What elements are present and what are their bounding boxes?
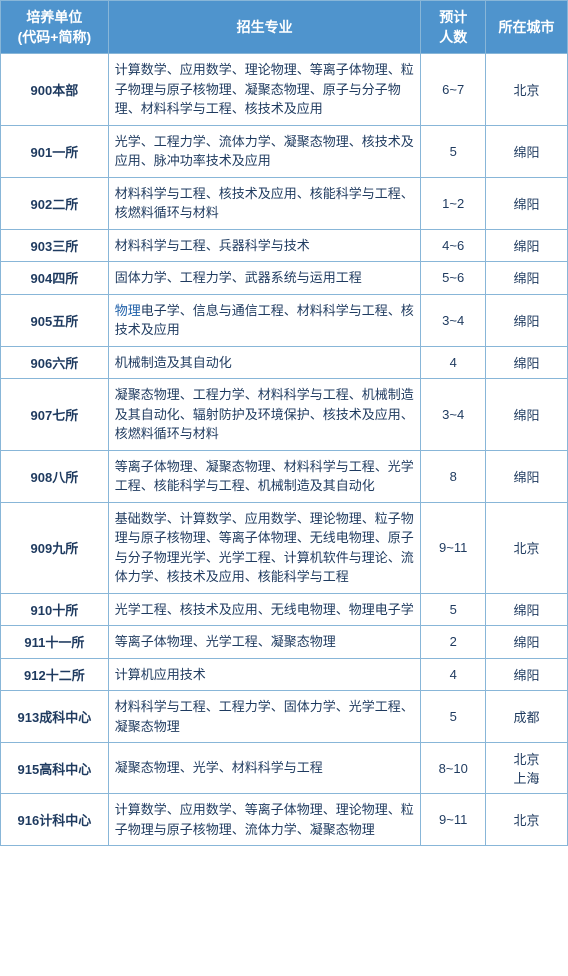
cell-major: 计算机应用技术 [108,658,421,691]
cell-city: 北京 [486,794,568,846]
cell-count: 4~6 [421,229,486,262]
table-row: 900本部计算数学、应用数学、理论物理、等离子体物理、粒子物理与原子核物理、凝聚… [1,54,568,126]
cell-city: 绵阳 [486,294,568,346]
cell-major: 基础数学、计算数学、应用数学、理论物理、粒子物理与原子核物理、等离子体物理、无线… [108,502,421,593]
cell-unit: 905五所 [1,294,109,346]
cell-unit: 907七所 [1,379,109,451]
cell-count: 9~11 [421,502,486,593]
cell-unit: 906六所 [1,346,109,379]
cell-major: 机械制造及其自动化 [108,346,421,379]
cell-unit: 912十二所 [1,658,109,691]
cell-major: 材料科学与工程、兵器科学与技术 [108,229,421,262]
cell-major: 光学工程、核技术及应用、无线电物理、物理电子学 [108,593,421,626]
table-row: 910十所光学工程、核技术及应用、无线电物理、物理电子学5绵阳 [1,593,568,626]
table-body: 900本部计算数学、应用数学、理论物理、等离子体物理、粒子物理与原子核物理、凝聚… [1,54,568,846]
header-major: 招生专业 [108,1,421,54]
cell-city: 绵阳 [486,658,568,691]
table-row: 905五所物理电子学、信息与通信工程、材料科学与工程、核技术及应用3~4绵阳 [1,294,568,346]
cell-unit: 901一所 [1,125,109,177]
cell-count: 4 [421,658,486,691]
cell-city: 绵阳 [486,346,568,379]
cell-major: 材料科学与工程、工程力学、固体力学、光学工程、凝聚态物理 [108,691,421,743]
cell-major: 固体力学、工程力学、武器系统与运用工程 [108,262,421,295]
cell-city: 绵阳 [486,593,568,626]
cell-city: 北京 [486,54,568,126]
cell-city: 成都 [486,691,568,743]
cell-major: 等离子体物理、光学工程、凝聚态物理 [108,626,421,659]
cell-count: 5 [421,593,486,626]
table-row: 904四所固体力学、工程力学、武器系统与运用工程5~6绵阳 [1,262,568,295]
cell-major: 凝聚态物理、光学、材料科学与工程 [108,743,421,794]
table-row: 907七所凝聚态物理、工程力学、材料科学与工程、机械制造及其自动化、辐射防护及环… [1,379,568,451]
table-row: 915高科中心凝聚态物理、光学、材料科学与工程8~10北京上海 [1,743,568,794]
header-city: 所在城市 [486,1,568,54]
header-unit: 培养单位(代码+简称) [1,1,109,54]
table-row: 911十一所等离子体物理、光学工程、凝聚态物理2绵阳 [1,626,568,659]
cell-city: 绵阳 [486,262,568,295]
table-row: 903三所材料科学与工程、兵器科学与技术4~6绵阳 [1,229,568,262]
table-row: 912十二所计算机应用技术4绵阳 [1,658,568,691]
cell-unit: 911十一所 [1,626,109,659]
table-row: 909九所基础数学、计算数学、应用数学、理论物理、粒子物理与原子核物理、等离子体… [1,502,568,593]
cell-major: 凝聚态物理、工程力学、材料科学与工程、机械制造及其自动化、辐射防护及环境保护、核… [108,379,421,451]
table-row: 916计科中心计算数学、应用数学、等离子体物理、理论物理、粒子物理与原子核物理、… [1,794,568,846]
cell-unit: 915高科中心 [1,743,109,794]
cell-major: 等离子体物理、凝聚态物理、材料科学与工程、光学工程、核能科学与工程、机械制造及其… [108,450,421,502]
cell-count: 9~11 [421,794,486,846]
cell-unit: 904四所 [1,262,109,295]
major-link[interactable]: 物理 [115,303,141,318]
cell-unit: 902二所 [1,177,109,229]
cell-major: 材料科学与工程、核技术及应用、核能科学与工程、核燃料循环与材料 [108,177,421,229]
table-row: 901一所光学、工程力学、流体力学、凝聚态物理、核技术及应用、脉冲功率技术及应用… [1,125,568,177]
cell-major: 物理电子学、信息与通信工程、材料科学与工程、核技术及应用 [108,294,421,346]
cell-city: 绵阳 [486,379,568,451]
cell-count: 5 [421,691,486,743]
cell-unit: 916计科中心 [1,794,109,846]
table-row: 902二所材料科学与工程、核技术及应用、核能科学与工程、核燃料循环与材料1~2绵… [1,177,568,229]
cell-city: 绵阳 [486,125,568,177]
cell-unit: 900本部 [1,54,109,126]
cell-city: 绵阳 [486,450,568,502]
cell-major: 计算数学、应用数学、等离子体物理、理论物理、粒子物理与原子核物理、流体力学、凝聚… [108,794,421,846]
cell-major: 光学、工程力学、流体力学、凝聚态物理、核技术及应用、脉冲功率技术及应用 [108,125,421,177]
cell-count: 8 [421,450,486,502]
cell-count: 2 [421,626,486,659]
cell-count: 4 [421,346,486,379]
cell-city: 绵阳 [486,177,568,229]
cell-count: 3~4 [421,379,486,451]
cell-count: 5~6 [421,262,486,295]
cell-unit: 903三所 [1,229,109,262]
enrollment-table: 培养单位(代码+简称) 招生专业 预计人数 所在城市 900本部计算数学、应用数… [0,0,568,846]
cell-unit: 908八所 [1,450,109,502]
cell-city: 北京上海 [486,743,568,794]
cell-city: 绵阳 [486,229,568,262]
cell-city: 北京 [486,502,568,593]
cell-unit: 913成科中心 [1,691,109,743]
table-row: 908八所等离子体物理、凝聚态物理、材料科学与工程、光学工程、核能科学与工程、机… [1,450,568,502]
cell-count: 5 [421,125,486,177]
cell-major: 计算数学、应用数学、理论物理、等离子体物理、粒子物理与原子核物理、凝聚态物理、原… [108,54,421,126]
header-count: 预计人数 [421,1,486,54]
cell-count: 6~7 [421,54,486,126]
cell-unit: 909九所 [1,502,109,593]
cell-count: 8~10 [421,743,486,794]
table-header: 培养单位(代码+简称) 招生专业 预计人数 所在城市 [1,1,568,54]
table-row: 913成科中心材料科学与工程、工程力学、固体力学、光学工程、凝聚态物理5成都 [1,691,568,743]
cell-unit: 910十所 [1,593,109,626]
table-row: 906六所机械制造及其自动化4绵阳 [1,346,568,379]
cell-count: 1~2 [421,177,486,229]
cell-city: 绵阳 [486,626,568,659]
cell-count: 3~4 [421,294,486,346]
